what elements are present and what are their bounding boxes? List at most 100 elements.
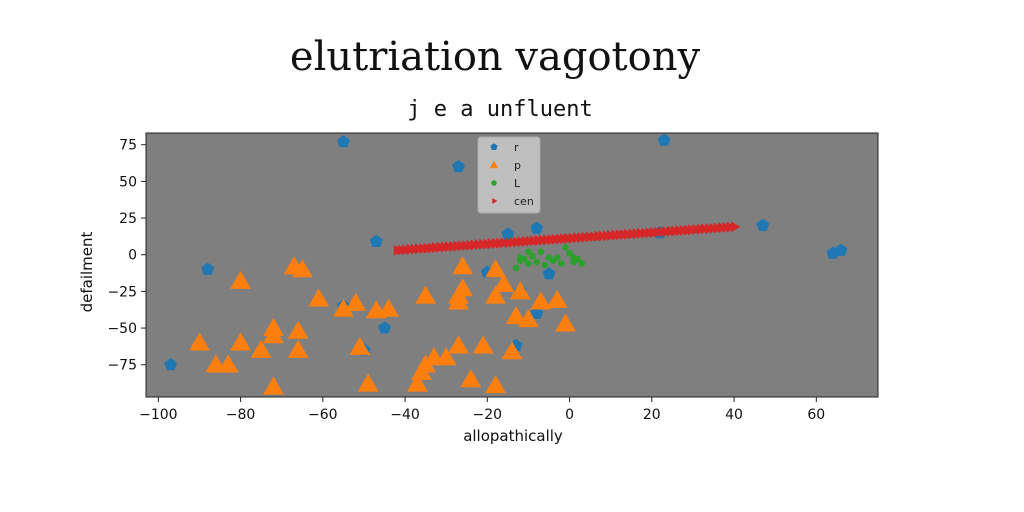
data-point: [452, 256, 473, 275]
x-tick-label: 20: [643, 407, 661, 423]
x-axis-label: allopathically: [463, 427, 563, 445]
data-point: [189, 332, 210, 351]
data-point: [530, 291, 552, 310]
legend-item-cen[interactable]: cen: [492, 195, 534, 208]
data-point: [493, 273, 515, 292]
data-point: [460, 369, 482, 388]
data-point: [485, 375, 506, 394]
data-point: [333, 298, 354, 317]
series-cen: [393, 221, 741, 256]
data-point: [448, 291, 469, 310]
legend-marker: [489, 160, 499, 169]
data-point: [407, 373, 428, 392]
legend-item-L[interactable]: L: [491, 177, 521, 190]
data-point: [516, 254, 524, 261]
data-point: [435, 347, 457, 366]
data-point: [349, 336, 371, 355]
data-point: [555, 313, 576, 332]
y-tick-label: 25: [119, 211, 137, 227]
data-point: [472, 335, 494, 354]
data-point: [541, 261, 549, 269]
x-tick-label: 60: [807, 407, 825, 423]
data-point: [537, 248, 545, 256]
data-point: [549, 257, 557, 264]
data-point: [509, 281, 531, 300]
y-tick-label: 50: [119, 174, 137, 190]
data-point: [217, 354, 239, 373]
legend-label: L: [514, 177, 521, 190]
data-point: [230, 332, 251, 351]
data-point: [512, 264, 520, 272]
data-point: [345, 292, 367, 311]
data-point: [501, 227, 515, 240]
x-tick-label: 40: [725, 407, 743, 423]
x-tick-label: −20: [473, 407, 503, 423]
data-point: [287, 320, 309, 339]
x-tick-label: 0: [565, 407, 574, 423]
data-point: [533, 258, 540, 266]
chart-title: elutriation vagotony: [290, 34, 701, 80]
data-point: [546, 290, 568, 308]
x-tick-label: −80: [226, 407, 256, 423]
data-point: [730, 221, 741, 233]
data-point: [291, 259, 313, 278]
x-tick-label: −40: [390, 407, 420, 423]
y-tick-label: 75: [119, 138, 137, 154]
y-axis: 75 50 25 0 −25 −50 −75: [107, 138, 146, 374]
x-axis: −100 −80 −60 −40 −20 0 20 40 60: [139, 397, 825, 423]
data-point: [287, 339, 309, 358]
data-point: [505, 306, 527, 325]
data-point: [485, 285, 506, 304]
y-tick-label: −50: [107, 321, 137, 337]
data-point: [529, 252, 536, 260]
y-tick-label: −75: [107, 358, 137, 374]
x-tick-label: −60: [308, 407, 338, 423]
data-point: [485, 259, 506, 278]
series-L: [512, 244, 586, 272]
data-point: [657, 133, 671, 146]
data-point: [230, 270, 251, 289]
data-point: [578, 260, 586, 267]
data-point: [518, 309, 539, 328]
legend-label: p: [514, 159, 521, 172]
data-point: [530, 221, 544, 234]
legend-marker: [492, 198, 498, 204]
data-point: [542, 267, 556, 280]
data-point: [337, 135, 350, 148]
data-point: [357, 373, 379, 392]
legend-label: r: [514, 141, 519, 154]
data-point: [525, 260, 532, 267]
data-point: [501, 341, 523, 360]
data-point: [378, 298, 399, 317]
series-p: [189, 256, 576, 395]
data-point: [308, 288, 330, 307]
data-point: [566, 249, 573, 257]
y-axis-label: defailment: [78, 231, 96, 312]
data-point: [834, 243, 848, 256]
data-point: [263, 317, 284, 336]
x-tick-label: −100: [139, 407, 177, 423]
legend-frame: [477, 136, 541, 214]
data-point: [201, 262, 215, 275]
data-point: [164, 358, 178, 371]
data-point: [415, 285, 436, 304]
data-point: [558, 260, 565, 267]
data-point: [525, 248, 532, 256]
data-point: [250, 339, 272, 358]
chart-subtitle: j e a unfluent: [407, 97, 592, 122]
data-point: [378, 321, 391, 334]
legend-item-p[interactable]: p: [489, 159, 521, 172]
legend-item-r[interactable]: r: [490, 141, 519, 154]
data-point: [452, 160, 465, 173]
data-point: [530, 306, 544, 319]
data-point: [263, 376, 284, 395]
data-point: [448, 335, 469, 354]
data-point: [756, 218, 770, 231]
data-point: [369, 234, 383, 247]
legend-marker: [491, 180, 497, 186]
y-tick-label: 0: [128, 248, 137, 264]
y-tick-label: −25: [107, 284, 137, 300]
data-point: [562, 244, 569, 251]
